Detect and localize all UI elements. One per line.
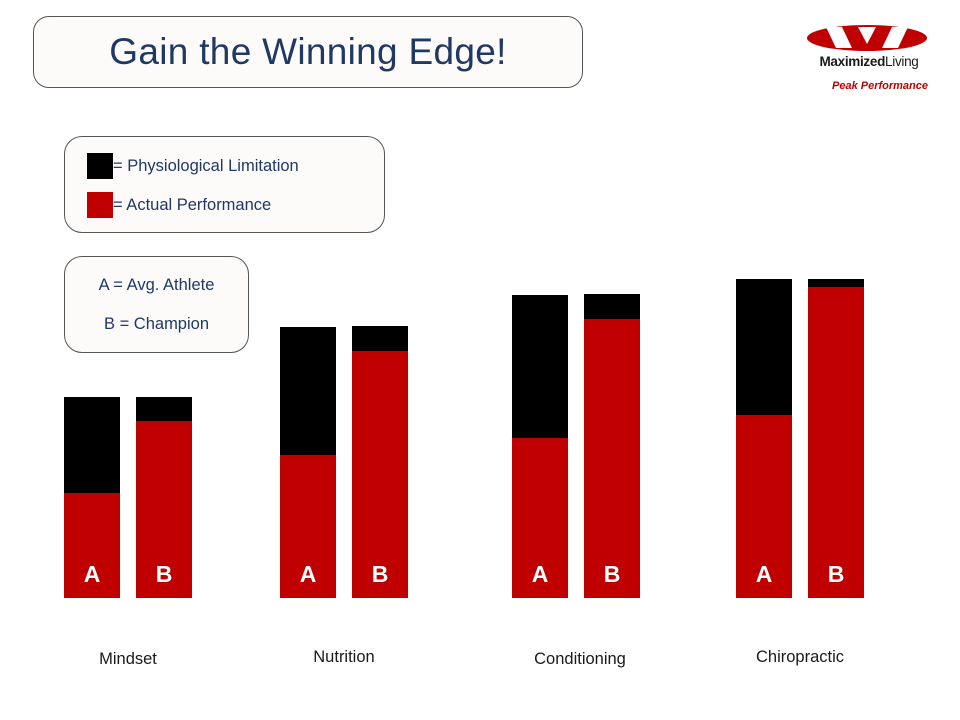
legend: = Physiological Limitation = Actual Perf… <box>64 136 385 233</box>
logo-tagline: Peak Performance <box>832 80 928 92</box>
bar-conditioning-b-performance <box>584 319 640 598</box>
page-title: Gain the Winning Edge! <box>109 31 507 72</box>
legend-item-limitation: = Physiological Limitation <box>87 153 299 179</box>
bar-label-nutrition-b: B <box>372 561 389 587</box>
category-label-chiropractic: Chiropractic <box>756 648 844 666</box>
logo-emblem-icon <box>807 25 927 51</box>
bar-nutrition-b-performance <box>352 351 408 598</box>
title-box: Gain the Winning Edge! <box>33 16 583 88</box>
bar-mindset-a-performance <box>64 493 120 598</box>
key-champion: B = Champion <box>103 315 210 333</box>
logo-brand-bold: Maximized <box>819 54 886 69</box>
legend-item-performance: = Actual Performance <box>87 192 271 218</box>
bar-chiropractic-a-limitation <box>736 279 792 415</box>
key-avg-athlete: A = Avg. Athlete <box>98 276 215 294</box>
legend-swatch-performance <box>87 192 113 218</box>
bar-chiropractic-a-performance <box>736 415 792 598</box>
bar-mindset-b-limitation <box>136 397 192 421</box>
logo-wordmark: MaximizedLiving <box>808 54 930 69</box>
bar-label-conditioning-b: B <box>604 561 621 587</box>
legend-label-limitation: = Physiological Limitation <box>113 156 299 175</box>
category-label-mindset: Mindset <box>99 650 157 668</box>
legend-label-performance: = Actual Performance <box>113 195 272 214</box>
brand-logo: MaximizedLiving Peak Performance <box>806 24 928 94</box>
athlete-key: A = Avg. Athlete B = Champion <box>64 256 249 353</box>
logo-brand-regular: Living <box>885 54 919 69</box>
bar-conditioning-b-limitation <box>584 294 640 319</box>
bar-nutrition-a-limitation <box>280 327 336 455</box>
bar-label-nutrition-a: A <box>300 561 317 587</box>
bar-conditioning-a-performance <box>512 438 568 598</box>
bar-label-conditioning-a: A <box>532 561 549 587</box>
bar-conditioning-a-limitation <box>512 295 568 438</box>
bar-nutrition-a-performance <box>280 455 336 598</box>
legend-swatch-limitation <box>87 153 113 179</box>
category-label-conditioning: Conditioning <box>534 650 626 668</box>
bar-mindset-b-performance <box>136 421 192 598</box>
bar-mindset-a-limitation <box>64 397 120 493</box>
bar-nutrition-b-limitation <box>352 326 408 351</box>
bar-label-chiropractic-b: B <box>828 561 845 587</box>
category-label-nutrition: Nutrition <box>313 648 374 666</box>
bar-label-mindset-a: A <box>84 561 101 587</box>
bar-label-mindset-b: B <box>156 561 173 587</box>
bar-label-chiropractic-a: A <box>756 561 773 587</box>
bar-chiropractic-b-performance <box>808 287 864 598</box>
bar-chiropractic-b-limitation <box>808 279 864 287</box>
